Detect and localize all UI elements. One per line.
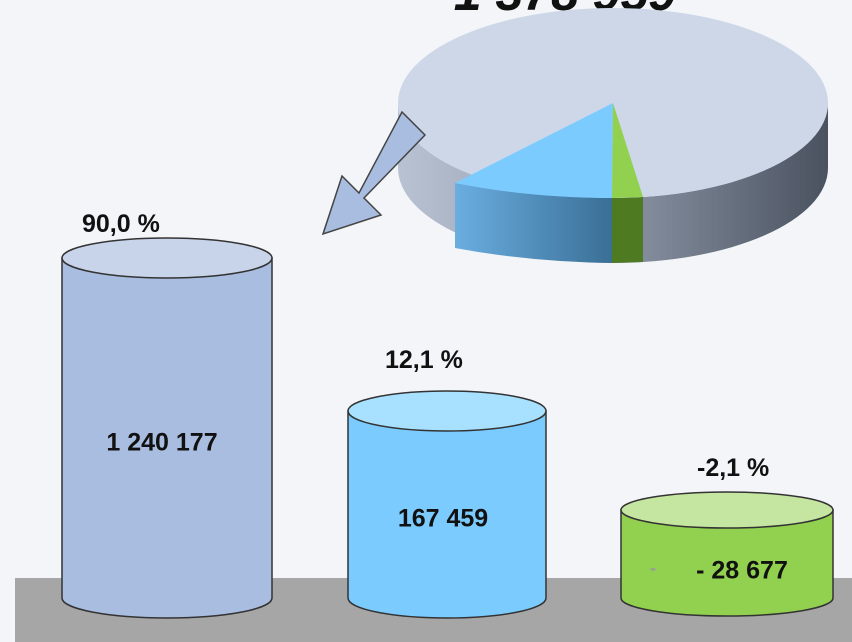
cylinder-1 [61, 237, 273, 619]
cylinder-top [620, 491, 834, 529]
pie-side-blue [455, 183, 612, 263]
share-label: -2,1 % [697, 454, 769, 482]
pie-slice-blue [455, 103, 613, 198]
amount-label: 1 240 177 [106, 429, 217, 457]
cylinder-body [61, 257, 273, 619]
cylinder-body [347, 410, 547, 619]
share-label: 90,0 % [82, 210, 160, 238]
marker: - [650, 558, 656, 578]
cylinder-top [347, 390, 547, 432]
pie-side-green [612, 197, 643, 263]
cylinder-2 [347, 390, 547, 619]
pie-slice-green [612, 103, 643, 198]
share-label: 12,1 % [385, 346, 463, 374]
cylinder-3 [620, 491, 834, 617]
arrow [321, 110, 427, 236]
pie [398, 8, 828, 263]
cylinder-top [61, 237, 273, 279]
amount-label: 167 459 [398, 505, 488, 533]
amount-label: - 28 677 [696, 557, 788, 585]
cylinder-body [620, 509, 834, 617]
